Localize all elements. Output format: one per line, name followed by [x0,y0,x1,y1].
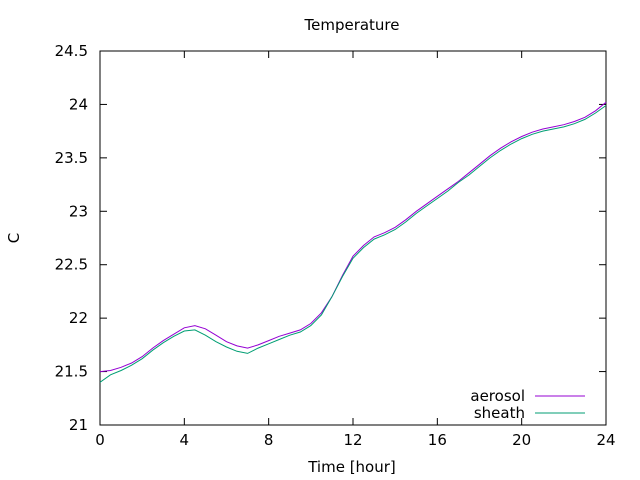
series-line-aerosol [99,101,607,373]
x-tick-label: 24 [596,431,615,449]
x-tick-label: 8 [264,431,274,449]
x-tick-label: 4 [180,431,190,449]
x-tick-label: 12 [343,431,362,449]
x-tick-label: 0 [95,431,105,449]
y-tick-label: 22.5 [55,256,88,274]
y-tick-label: 23 [69,202,88,220]
y-tick-label: 21.5 [55,363,88,381]
series-line-sheath [99,105,607,383]
y-tick-label: 21 [69,416,88,434]
x-tick-label: 20 [512,431,531,449]
chart-title: Temperature [303,16,399,34]
x-axis-label: Time [hour] [307,458,396,476]
y-tick-label: 24.5 [55,42,88,60]
y-tick-label: 22 [69,309,88,327]
legend: aerosol sheath [470,387,585,422]
x-tick-label: 16 [428,431,447,449]
legend-label-sheath: sheath [474,404,525,422]
y-tick-label: 23.5 [55,149,88,167]
y-axis-label: C [5,233,23,243]
y-tick-label: 24 [69,95,88,113]
series-lines [99,101,607,383]
axis-ticks: 0 4 8 12 16 20 24 21 21.5 22 22.5 23 23.5 24 24.5 [55,42,616,449]
legend-label-aerosol: aerosol [470,387,525,405]
